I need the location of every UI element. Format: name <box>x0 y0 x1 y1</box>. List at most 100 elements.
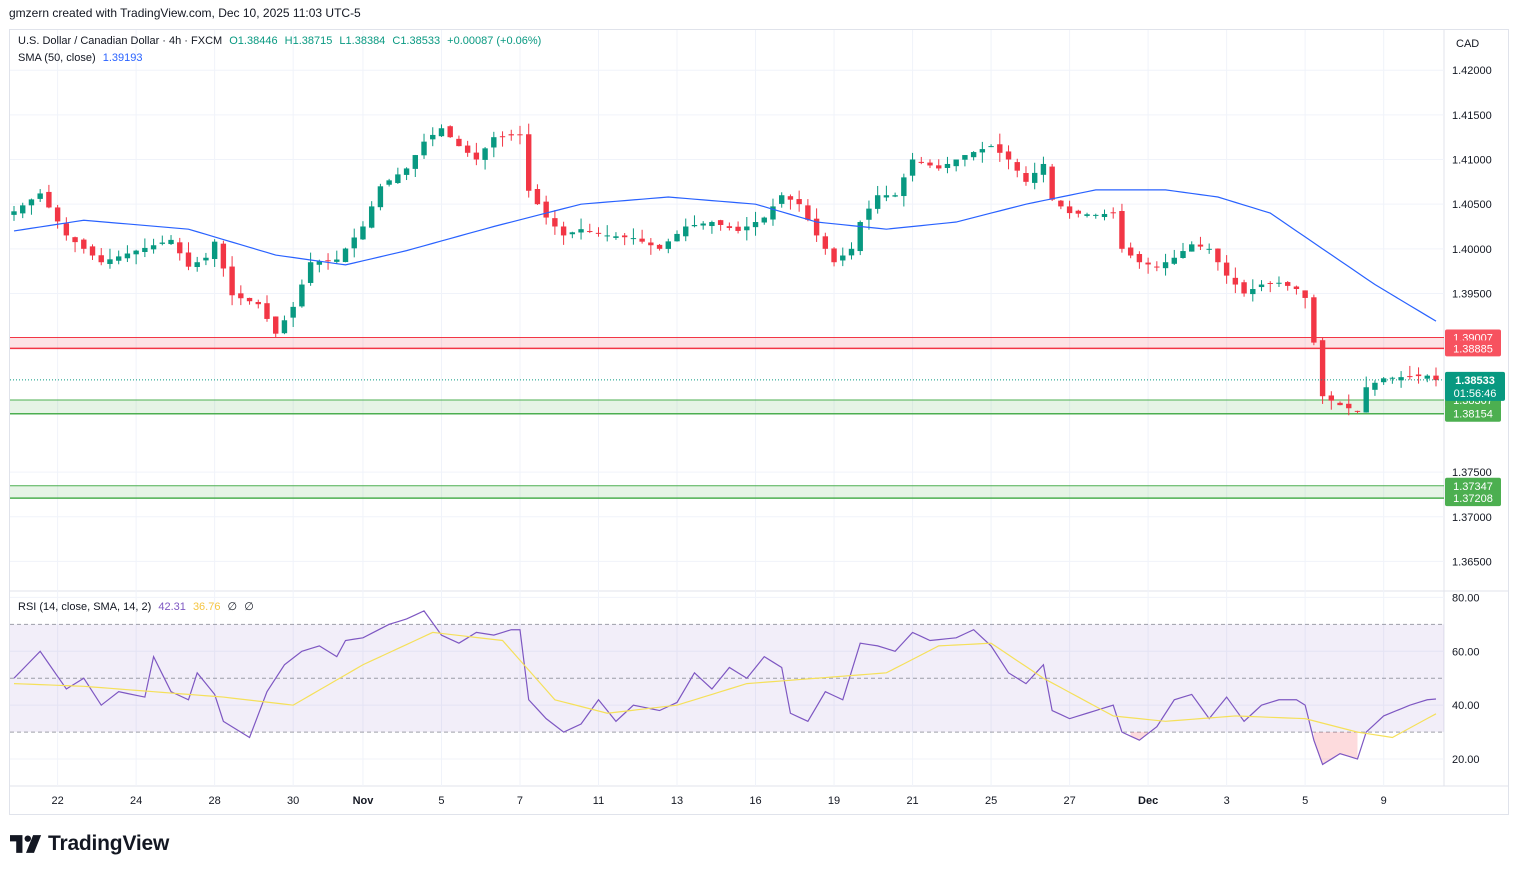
candle <box>1424 374 1430 383</box>
candle-body <box>1267 282 1273 284</box>
time-tick-label: 24 <box>130 795 142 807</box>
candle-body <box>656 244 663 249</box>
candle-body <box>735 226 741 231</box>
candle-body <box>1093 214 1099 216</box>
candle <box>526 123 532 198</box>
price-tick-label: 1.37500 <box>1452 467 1492 479</box>
candle-body <box>133 250 139 255</box>
candle <box>482 147 488 170</box>
candle-body <box>377 186 384 208</box>
sma-value: 1.39193 <box>102 52 143 64</box>
symbol-label[interactable]: U.S. Dollar / Canadian Dollar · 4h · FXC… <box>18 35 223 47</box>
candle-body <box>1354 410 1361 412</box>
candle-body <box>1084 214 1090 216</box>
time-tick-label: 3 <box>1224 795 1230 807</box>
candle-body <box>840 255 846 261</box>
rsi-sma-line <box>13 631 1437 739</box>
candle-body <box>473 152 480 160</box>
candle-body <box>482 148 488 160</box>
candle-body <box>569 232 576 235</box>
candle-body <box>211 241 218 260</box>
candle-body <box>883 195 890 198</box>
candle-body <box>1040 163 1047 175</box>
candle <box>464 140 471 157</box>
candle <box>421 133 427 159</box>
candle <box>613 232 619 240</box>
candle <box>1250 279 1256 302</box>
candle-body <box>534 188 541 205</box>
candle-body <box>1311 297 1317 343</box>
zone-price-tag <box>1445 340 1501 357</box>
bar-countdown: 01:56:46 <box>1454 388 1497 400</box>
tradingview-logo-text: TradingView <box>48 832 170 855</box>
candle <box>403 167 410 181</box>
sma-series <box>10 189 1444 381</box>
candle-body <box>20 205 26 214</box>
tradingview-logo[interactable]: TradingView <box>10 832 169 856</box>
candle-body <box>386 180 392 185</box>
candle <box>194 256 200 272</box>
candle-body <box>1276 282 1282 284</box>
candle-body <box>1058 200 1064 207</box>
sma-line <box>13 189 1437 322</box>
candle <box>595 227 602 237</box>
candle <box>752 211 759 236</box>
rsi-label[interactable]: RSI (14, close, SMA, 14, 2) <box>18 601 152 613</box>
candle <box>81 238 87 254</box>
candle-body <box>37 193 43 199</box>
candle-body <box>246 297 253 302</box>
attribution-text: gmzern created with TradingView.com, Dec… <box>9 6 361 20</box>
candle <box>133 249 139 265</box>
candle <box>290 301 296 327</box>
rsi-extra-1: ∅ <box>227 601 238 613</box>
candle-body <box>430 134 436 140</box>
time-tick-label: 9 <box>1381 795 1387 807</box>
axis-labels: 1.42000 1.41500 1.41000 1.40500 1.40000 1.395… <box>51 65 1505 807</box>
candle-body <box>892 195 898 197</box>
candle <box>866 200 872 230</box>
currency-label[interactable]: CAD <box>1456 38 1480 50</box>
candle <box>1232 267 1239 294</box>
candle <box>709 220 715 234</box>
candle-body <box>447 126 453 138</box>
candle <box>351 228 357 258</box>
time-tick-label: 28 <box>209 795 221 807</box>
candle <box>726 222 733 231</box>
candle <box>1389 376 1396 384</box>
sma-label[interactable]: SMA (50, close) <box>18 52 96 64</box>
candle-body <box>177 242 183 254</box>
time-tick-label: 22 <box>51 795 63 807</box>
candle <box>1084 212 1090 218</box>
time-tick-label: 25 <box>985 795 997 807</box>
candle <box>1040 156 1047 183</box>
rsi-line <box>13 610 1437 766</box>
candle <box>639 229 645 244</box>
candle-body <box>1049 166 1055 200</box>
candle-body <box>918 161 924 163</box>
price-tick-label: 1.41500 <box>1452 110 1492 122</box>
candle <box>1415 367 1422 384</box>
candle <box>1162 253 1169 276</box>
candle-body <box>1407 376 1413 378</box>
candle-body <box>674 233 680 242</box>
candle <box>1328 391 1335 410</box>
candle-body <box>307 262 314 283</box>
rsi-tick-label: 80.00 <box>1452 592 1480 604</box>
candle-body <box>665 241 671 249</box>
chart-frame[interactable] <box>9 29 1509 815</box>
candle-body <box>1162 262 1169 269</box>
candle <box>255 299 261 309</box>
candle <box>264 295 270 322</box>
time-tick-label: 5 <box>1302 795 1308 807</box>
rsi-pane <box>10 610 1444 766</box>
candle <box>918 156 924 165</box>
candle <box>1215 248 1221 271</box>
candle-body <box>770 206 776 220</box>
candle-body <box>1380 378 1387 383</box>
candle <box>473 142 480 166</box>
candle <box>491 131 497 158</box>
candle <box>909 152 916 182</box>
candle <box>1363 376 1369 413</box>
price-tick-label: 1.40500 <box>1452 199 1492 211</box>
